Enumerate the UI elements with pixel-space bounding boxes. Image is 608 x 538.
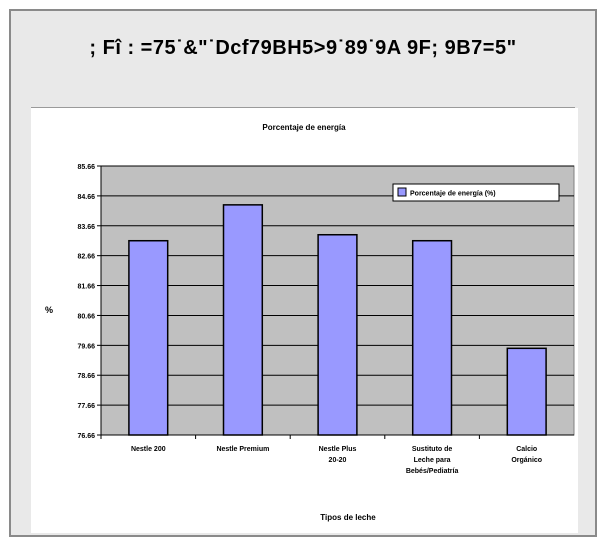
chart-panel: Porcentaje de energía % Tipos de leche 7… — [31, 108, 578, 533]
y-tick-label: 80.66 — [77, 313, 95, 320]
x-axis-label: Tipos de leche — [320, 513, 376, 522]
plot-area: 76.66 77.66 78.66 79.66 80.66 81.66 82.66 83.66… — [77, 164, 575, 475]
y-tick-label: 84.66 — [77, 194, 95, 201]
y-tick-label: 79.66 — [77, 343, 95, 350]
bar — [222, 204, 264, 436]
y-axis-label: % — [45, 305, 53, 315]
x-tick-label: Calcio Orgánico — [511, 446, 542, 464]
y-tick-label: 82.66 — [77, 254, 95, 261]
y-tick-label: 78.66 — [77, 373, 95, 380]
x-tick-label: Nestle 200 — [131, 446, 166, 453]
y-tick-label: 76.66 — [77, 433, 95, 440]
x-tick-label: Nestle Plus 20-20 — [319, 446, 357, 464]
x-tick-label: Sustituto de Leche para Bebés/Pediatría — [406, 446, 459, 475]
bar — [411, 239, 453, 436]
bar-chart: Porcentaje de energía % Tipos de leche 7… — [45, 123, 575, 522]
chart-title: Porcentaje de energía — [262, 123, 346, 132]
y-tick-label: 81.66 — [77, 284, 95, 291]
x-tick-label: Nestle Premium — [216, 446, 269, 453]
divider — [31, 107, 575, 108]
legend-swatch — [397, 187, 407, 197]
bar — [317, 233, 358, 436]
bar — [506, 347, 547, 436]
y-tick-label: 83.66 — [77, 224, 95, 231]
window-frame: ; Fî : =75˙&"˙Dcf79BH5>9˙89˙9A 9F; 9B7=5… — [9, 9, 597, 537]
legend-label: Porcentaje de energía (%) — [410, 191, 496, 198]
y-tick-label: 77.66 — [77, 403, 95, 410]
page-title: ; Fî : =75˙&"˙Dcf79BH5>9˙89˙9A 9F; 9B7=5… — [89, 37, 517, 59]
bar — [128, 239, 169, 436]
y-tick-label: 85.66 — [77, 164, 95, 171]
legend-box — [392, 183, 560, 202]
